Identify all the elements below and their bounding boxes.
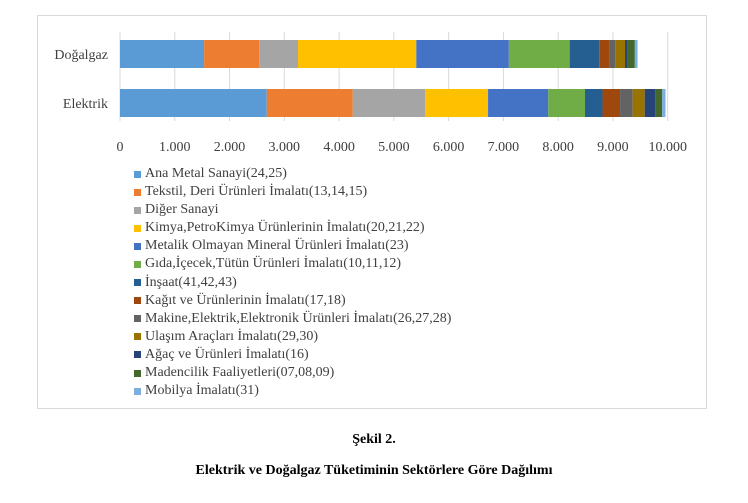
legend-item: Kimya,PetroKimya Ürünlerinin İmalatı(20,…: [134, 219, 451, 237]
bar-segment: [548, 89, 585, 117]
bar-segment: [204, 40, 260, 68]
legend: Ana Metal Sanayi(24,25) Tekstil, Deri Ürü…: [134, 165, 451, 400]
legend-swatch: [134, 261, 141, 269]
legend-item: Ulaşım Araçları İmalatı(29,30): [134, 328, 451, 346]
bar-segment: [599, 40, 610, 68]
bar-segment: [620, 89, 633, 117]
legend-label: Mobilya İmalatı(31): [145, 383, 259, 399]
legend-item: Madencilik Faaliyetleri(07,08,09): [134, 364, 451, 382]
x-tick-label: 3.000: [269, 140, 301, 155]
bar-segment: [624, 40, 628, 68]
bar-segment: [120, 89, 267, 117]
bar-segment: [569, 40, 600, 68]
legend-label: Kimya,PetroKimya Ürünlerinin İmalatı(20,…: [145, 220, 425, 236]
legend-item: Ağaç ve Ürünleri İmalatı(16): [134, 346, 451, 364]
legend-label: Diğer Sanayi: [145, 202, 219, 218]
figure-caption: Elektrik ve Doğalgaz Tüketiminin Sektörl…: [195, 463, 553, 478]
x-tick-label: 6.000: [433, 140, 465, 155]
legend-item: Ana Metal Sanayi(24,25): [134, 165, 451, 183]
bar-segment: [425, 89, 489, 117]
legend-label: Ana Metal Sanayi(24,25): [145, 166, 287, 181]
legend-swatch: [134, 206, 141, 214]
chart-frame: [37, 15, 707, 409]
legend-label: Gıda,İçecek,Tütün Ürünleri İmalatı(10,11…: [145, 256, 402, 272]
category-label: Elektrik: [63, 97, 108, 112]
bar-segment: [662, 89, 666, 117]
legend-label: Metalik Olmayan Mineral Ürünleri İmalatı…: [145, 238, 409, 254]
legend-item: Tekstil, Deri Ürünleri İmalatı(13,14,15): [134, 183, 451, 201]
legend-swatch: [134, 279, 141, 287]
legend-label: Madencilik Faaliyetleri(07,08,09): [145, 365, 335, 381]
legend-label: Tekstil, Deri Ürünleri İmalatı(13,14,15): [145, 184, 368, 200]
legend-swatch: [134, 170, 141, 178]
bars: [120, 40, 666, 117]
legend-item: Gıda,İçecek,Tütün Ürünleri İmalatı(10,11…: [134, 255, 451, 273]
legend-label: İnşaat(41,42,43): [145, 274, 237, 290]
bar-segment: [632, 89, 645, 117]
legend-item: Mobilya İmalatı(31): [134, 382, 451, 400]
bar-segment: [644, 89, 656, 117]
x-tick-label: 9.000: [597, 140, 629, 155]
legend-swatch: [134, 315, 141, 323]
bar-segment: [259, 40, 299, 68]
bar-segment: [615, 40, 625, 68]
bar-segment: [352, 89, 426, 117]
bar-segment: [120, 40, 205, 68]
legend-swatch: [134, 297, 141, 305]
legend-label: Makine,Elektrik,Elektronik Ürünleri İmal…: [145, 310, 452, 326]
legend-label: Ağaç ve Ürünleri İmalatı(16): [145, 346, 309, 362]
legend-swatch: [134, 188, 141, 196]
bar-segment: [634, 40, 638, 68]
bar-segment: [602, 89, 621, 117]
x-tick-label: 8.000: [542, 140, 574, 155]
legend-swatch: [134, 369, 141, 377]
bar-segment: [655, 89, 663, 117]
x-tick-label: 2.000: [214, 140, 246, 155]
x-tick-label: 0: [117, 140, 124, 155]
stacked-bar-chart: Doğalgaz Elektrik 0 1.000 2.000 3.000 4.000 5.…: [54, 32, 687, 155]
legend-swatch: [134, 242, 141, 250]
legend-label: Ulaşım Araçları İmalatı(29,30): [145, 328, 318, 344]
legend-swatch: [134, 351, 141, 359]
legend-item: Diğer Sanayi: [134, 201, 451, 219]
legend-item: Makine,Elektrik,Elektronik Ürünleri İmal…: [134, 310, 451, 328]
bar-segment: [627, 40, 635, 68]
x-tick-label: 10.000: [648, 140, 687, 155]
x-tick-label: 1.000: [159, 140, 191, 155]
legend-label: Kağıt ve Ürünlerinin İmalatı(17,18): [145, 292, 346, 308]
legend-item: İnşaat(41,42,43): [134, 274, 451, 292]
x-tick-label: 7.000: [488, 140, 520, 155]
legend-swatch: [134, 333, 141, 341]
category-label: Doğalgaz: [54, 48, 108, 63]
category-labels: Doğalgaz Elektrik: [54, 48, 108, 112]
bar-segment: [488, 89, 549, 117]
bar-segment: [508, 40, 570, 68]
legend-item: Kağıt ve Ürünlerinin İmalatı(17,18): [134, 292, 451, 310]
figure-number: Şekil 2.: [352, 432, 396, 447]
x-tick-label: 4.000: [323, 140, 355, 155]
x-tick-labels: 0 1.000 2.000 3.000 4.000 5.000 6.000 7.000 8.00…: [117, 140, 687, 155]
bar-segment: [298, 40, 417, 68]
legend-swatch: [134, 387, 141, 395]
bar-segment: [416, 40, 509, 68]
legend-item: Metalik Olmayan Mineral Ürünleri İmalatı…: [134, 237, 451, 255]
bar-segment: [609, 40, 616, 68]
bar-segment: [584, 89, 603, 117]
bar-segment: [266, 89, 353, 117]
legend-swatch: [134, 224, 141, 232]
x-tick-label: 5.000: [378, 140, 410, 155]
